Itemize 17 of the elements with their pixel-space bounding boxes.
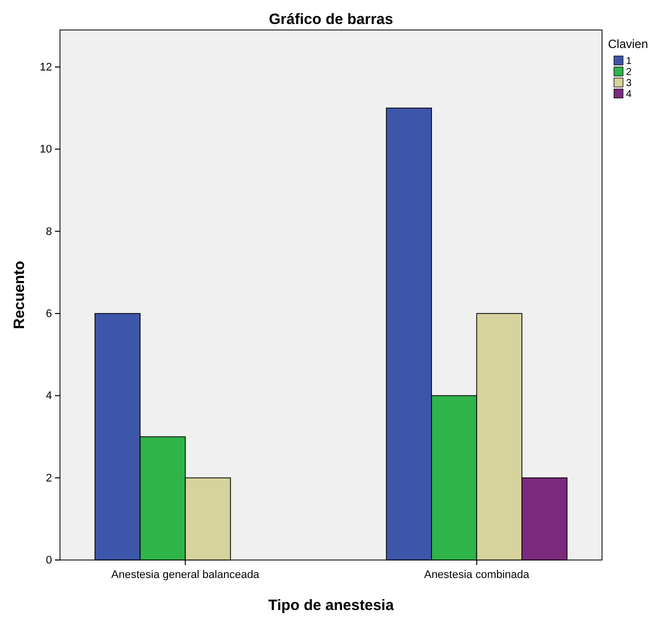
legend-label: 4 <box>626 89 632 100</box>
x-axis-title: Tipo de anestesia <box>268 597 394 614</box>
y-tick-label: 2 <box>46 472 52 484</box>
chart-title: Gráfico de barras <box>268 11 394 28</box>
x-tick-label: Anestesia combinada <box>424 569 530 581</box>
y-tick-label: 8 <box>46 226 52 238</box>
legend-label: 2 <box>626 67 632 78</box>
y-axis-title: Recuento <box>11 260 28 330</box>
y-tick-label: 12 <box>40 61 52 74</box>
x-tick-label: Anestesia general balanceada <box>111 569 260 581</box>
y-tick-label: 4 <box>46 390 52 402</box>
y-tick-label: 6 <box>46 308 52 320</box>
legend-label: 3 <box>626 78 632 89</box>
legend-title: Clavien <box>608 37 648 51</box>
y-tick-label: 0 <box>46 554 52 567</box>
y-tick-label: 10 <box>40 144 52 156</box>
legend-label: 1 <box>626 56 632 67</box>
